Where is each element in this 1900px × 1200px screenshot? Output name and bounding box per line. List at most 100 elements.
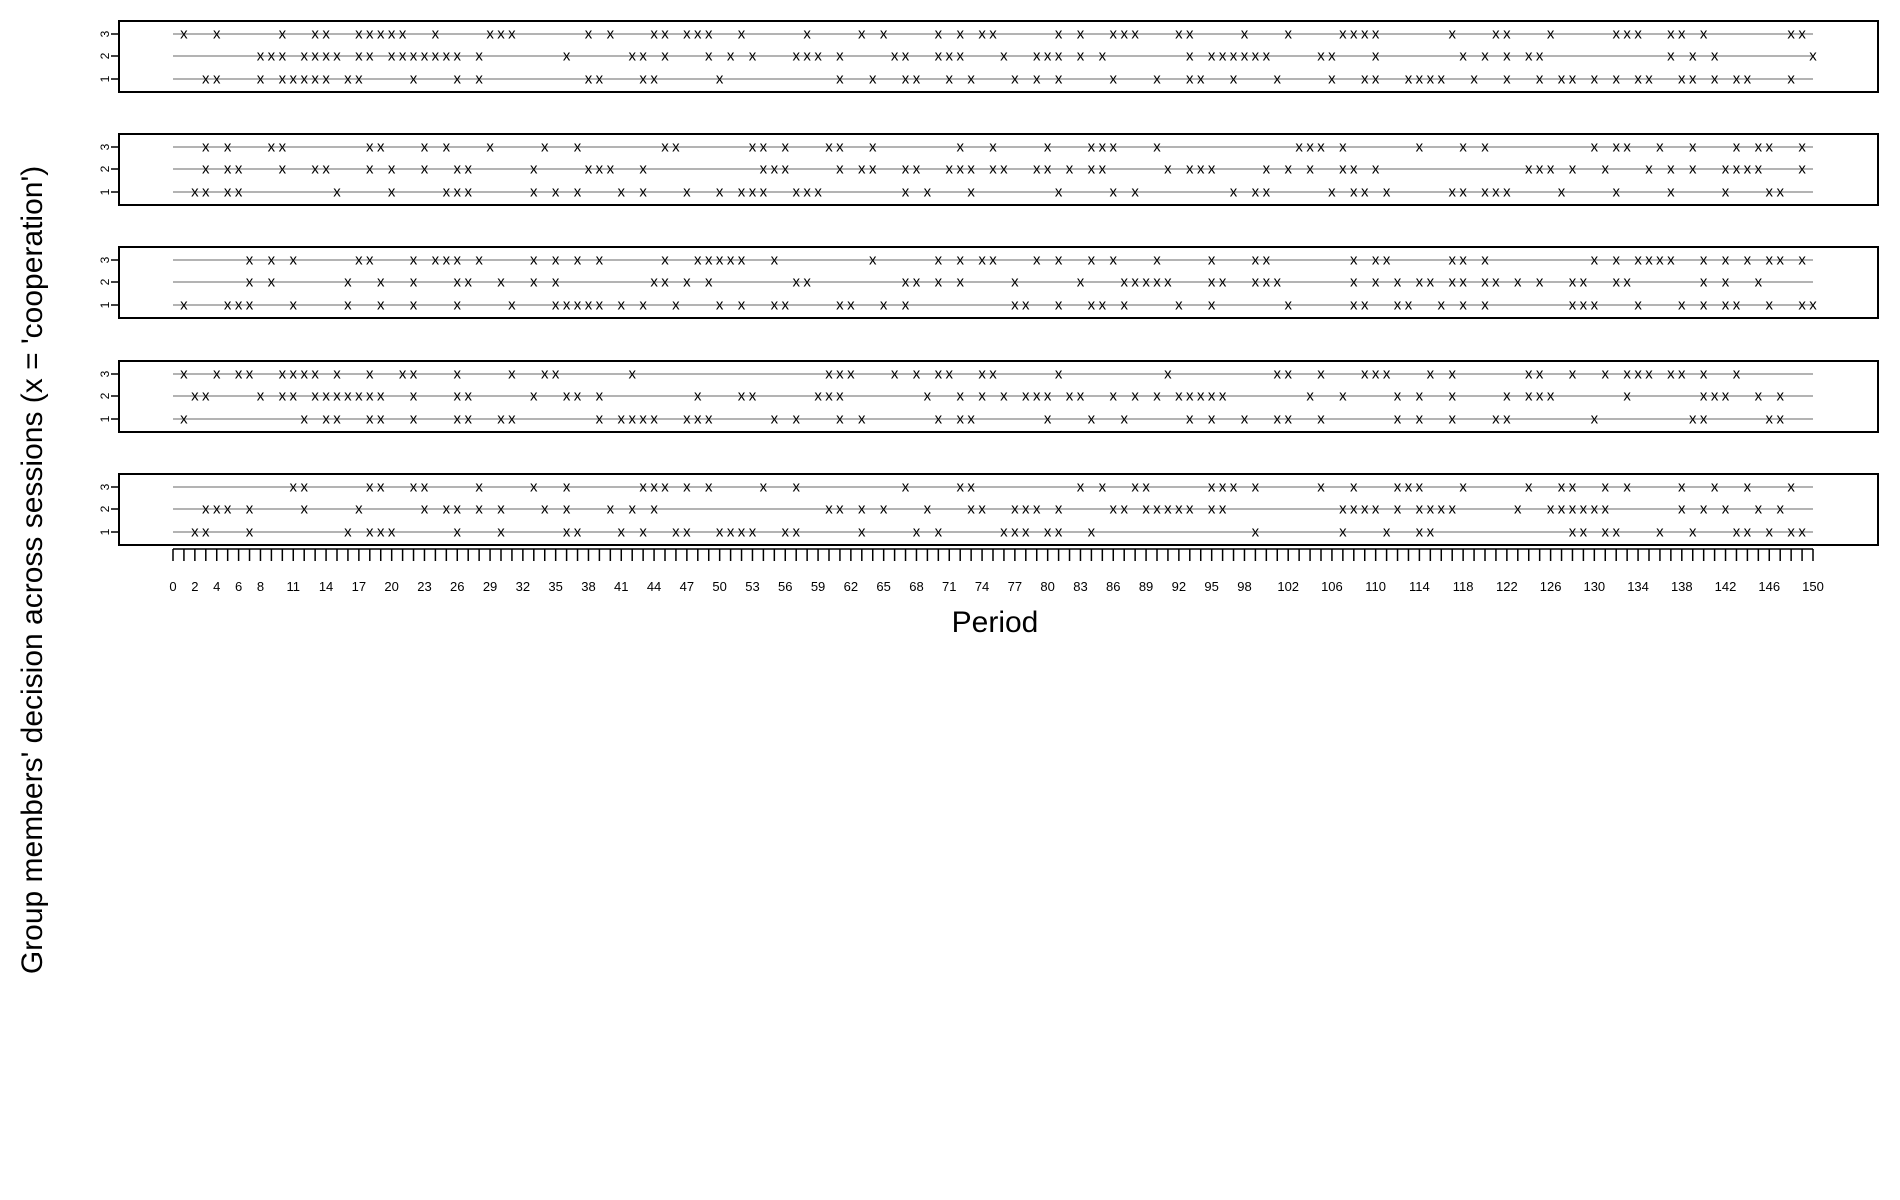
cooperation-marker: x bbox=[268, 139, 276, 156]
cooperation-marker: x bbox=[1645, 366, 1653, 383]
cooperation-marker: x bbox=[246, 524, 254, 541]
cooperation-marker: x bbox=[1088, 411, 1096, 428]
cooperation-marker: x bbox=[1798, 161, 1806, 178]
cooperation-marker: x bbox=[366, 366, 374, 383]
cooperation-marker: x bbox=[1459, 297, 1467, 314]
cooperation-marker: x bbox=[1274, 366, 1282, 383]
cooperation-marker: x bbox=[738, 26, 746, 43]
cooperation-marker: x bbox=[1427, 71, 1435, 88]
cooperation-marker: x bbox=[1503, 26, 1511, 43]
cooperation-marker: x bbox=[650, 274, 658, 291]
cooperation-marker: x bbox=[300, 366, 308, 383]
cooperation-marker: x bbox=[1602, 161, 1610, 178]
cooperation-marker: x bbox=[268, 48, 276, 65]
cooperation-marker: x bbox=[836, 388, 844, 405]
cooperation-marker: x bbox=[1492, 26, 1500, 43]
x-tick-label: 71 bbox=[942, 579, 956, 594]
cooperation-marker: x bbox=[738, 524, 746, 541]
cooperation-marker: x bbox=[1405, 297, 1413, 314]
cooperation-marker: x bbox=[377, 139, 385, 156]
cooperation-marker: x bbox=[1755, 501, 1763, 518]
cooperation-marker: x bbox=[1634, 252, 1642, 269]
x-tick-label: 20 bbox=[384, 579, 398, 594]
cooperation-marker: x bbox=[1175, 388, 1183, 405]
cooperation-marker: x bbox=[486, 139, 494, 156]
cooperation-marker: x bbox=[1284, 26, 1292, 43]
cooperation-marker: x bbox=[847, 366, 855, 383]
cooperation-marker: x bbox=[1263, 274, 1271, 291]
cooperation-marker: x bbox=[1481, 184, 1489, 201]
panel-5: 123 x x x x x x x x x x x x x x x x x x x x x x x x x x x x x x x x x x x x x… bbox=[98, 473, 1879, 546]
cooperation-marker: x bbox=[552, 366, 560, 383]
cooperation-marker: x bbox=[814, 184, 822, 201]
cooperation-marker: x bbox=[1186, 501, 1194, 518]
x-tick-label: 83 bbox=[1073, 579, 1087, 594]
cooperation-marker: x bbox=[399, 26, 407, 43]
cooperation-marker: x bbox=[596, 388, 604, 405]
cooperation-marker: x bbox=[563, 479, 571, 496]
x-tick-label: 126 bbox=[1540, 579, 1562, 594]
cooperation-marker: x bbox=[1438, 297, 1446, 314]
cooperation-marker: x bbox=[1787, 524, 1795, 541]
cooperation-marker: x bbox=[858, 161, 866, 178]
cooperation-marker: x bbox=[1372, 501, 1380, 518]
cooperation-marker: x bbox=[705, 411, 713, 428]
x-tick-label: 138 bbox=[1671, 579, 1693, 594]
cooperation-marker: x bbox=[760, 139, 768, 156]
cooperation-marker: x bbox=[1733, 71, 1741, 88]
cooperation-marker: x bbox=[410, 274, 418, 291]
cooperation-marker: x bbox=[639, 297, 647, 314]
cooperation-marker: x bbox=[825, 388, 833, 405]
cooperation-marker: x bbox=[552, 184, 560, 201]
cooperation-marker: x bbox=[924, 388, 932, 405]
cooperation-marker: x bbox=[1547, 161, 1555, 178]
cooperation-marker: x bbox=[508, 366, 516, 383]
cooperation-marker: x bbox=[705, 252, 713, 269]
cooperation-marker: x bbox=[956, 139, 964, 156]
cooperation-marker: x bbox=[978, 388, 986, 405]
cooperation-marker: x bbox=[1776, 411, 1784, 428]
cooperation-marker: x bbox=[1110, 501, 1118, 518]
cooperation-marker: x bbox=[388, 184, 396, 201]
cooperation-marker: x bbox=[1033, 48, 1041, 65]
cooperation-marker: x bbox=[1612, 26, 1620, 43]
cooperation-marker: x bbox=[1776, 252, 1784, 269]
cooperation-marker: x bbox=[1077, 26, 1085, 43]
x-tick-label: 14 bbox=[319, 579, 333, 594]
x-tick-label: 62 bbox=[844, 579, 858, 594]
x-tick-label: 26 bbox=[450, 579, 464, 594]
cooperation-marker: x bbox=[1448, 388, 1456, 405]
cooperation-marker: x bbox=[956, 26, 964, 43]
cooperation-marker: x bbox=[552, 297, 560, 314]
y-tick-label: 1 bbox=[98, 528, 112, 535]
cooperation-marker: x bbox=[1536, 48, 1544, 65]
cooperation-marker: x bbox=[1558, 184, 1566, 201]
cooperation-marker: x bbox=[344, 297, 352, 314]
cooperation-marker: x bbox=[202, 161, 210, 178]
cooperation-marker: x bbox=[1623, 139, 1631, 156]
cooperation-marker: x bbox=[1525, 479, 1533, 496]
cooperation-marker: x bbox=[377, 274, 385, 291]
cooperation-marker: x bbox=[1153, 252, 1161, 269]
cooperation-marker: x bbox=[300, 71, 308, 88]
cooperation-marker: x bbox=[1230, 71, 1238, 88]
cooperation-marker: x bbox=[202, 524, 210, 541]
cooperation-marker: x bbox=[967, 71, 975, 88]
cooperation-marker: x bbox=[585, 161, 593, 178]
cooperation-marker: x bbox=[760, 479, 768, 496]
cooperation-marker: x bbox=[618, 411, 626, 428]
x-tick-label: 92 bbox=[1172, 579, 1186, 594]
cooperation-marker: x bbox=[618, 297, 626, 314]
x-tick-label: 95 bbox=[1204, 579, 1218, 594]
cooperation-marker: x bbox=[399, 366, 407, 383]
cooperation-marker: x bbox=[1241, 26, 1249, 43]
cooperation-marker: x bbox=[1339, 26, 1347, 43]
x-tick-label: 32 bbox=[516, 579, 530, 594]
cooperation-marker: x bbox=[1295, 139, 1303, 156]
cooperation-marker: x bbox=[1591, 501, 1599, 518]
cooperation-marker: x bbox=[1306, 161, 1314, 178]
cooperation-marker: x bbox=[1700, 411, 1708, 428]
cooperation-marker: x bbox=[585, 71, 593, 88]
